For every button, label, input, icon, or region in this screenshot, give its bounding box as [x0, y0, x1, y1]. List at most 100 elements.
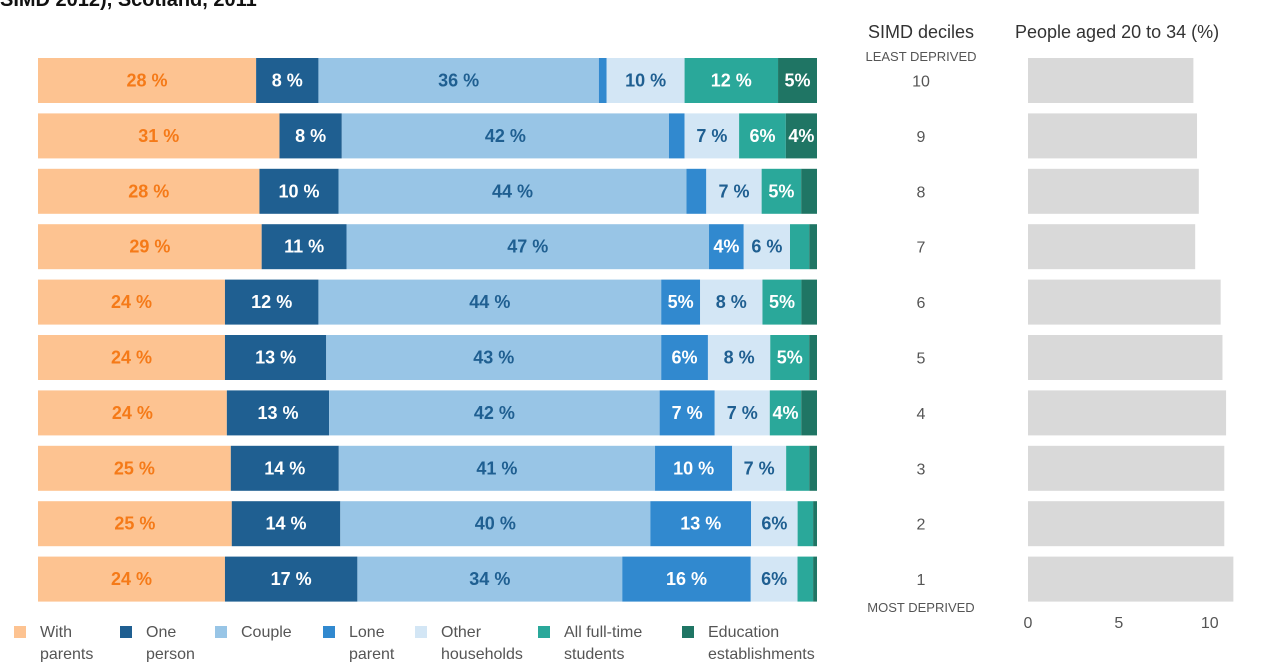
data-label-2-row-4: 44 % — [469, 292, 510, 312]
bar-segment-1-row-2 — [259, 168, 339, 214]
bar-segment-5-row-2 — [761, 168, 802, 214]
bar-segment-4-row-2 — [706, 168, 762, 214]
bar-segment-3-row-9 — [622, 556, 751, 602]
bar-segment-1-row-3 — [261, 224, 347, 270]
decile-label-1: 1 — [917, 572, 926, 589]
bar-segment-5-row-5 — [770, 335, 810, 380]
legend-label-5-line-1: students — [564, 646, 624, 662]
bar-segment-1-row-7 — [230, 445, 339, 491]
age-chart-title: People aged 20 to 34 (%) — [1015, 22, 1219, 42]
legend-swatch-0 — [14, 626, 26, 638]
data-label-1-row-2: 10 % — [278, 181, 319, 201]
age-bar-decile-9 — [1028, 113, 1198, 159]
data-label-1-row-4: 12 % — [251, 292, 292, 312]
bar-segment-5-row-7 — [786, 445, 810, 491]
legend-label-6-line-1: establishments — [708, 646, 815, 662]
data-label-2-row-5: 43 % — [473, 348, 514, 368]
bar-segment-2-row-3 — [346, 224, 710, 270]
bar-segment-2-row-9 — [357, 556, 623, 602]
bar-segment-4-row-4 — [700, 279, 763, 325]
bar-segment-3-row-3 — [709, 224, 744, 270]
data-label-0-row-4: 24 % — [111, 292, 152, 312]
bar-segment-0-row-1 — [38, 113, 280, 159]
data-label-2-row-0: 36 % — [438, 71, 479, 91]
data-label-4-row-7: 7 % — [744, 458, 775, 478]
data-label-1-row-3: 11 % — [284, 237, 324, 257]
data-label-4-row-3: 6 % — [751, 237, 782, 257]
bar-segment-3-row-0 — [598, 58, 607, 103]
decile-labels: 10 9 8 7 6 5 4 3 2 1 — [912, 74, 930, 590]
decile-label-9: 9 — [917, 129, 926, 146]
data-label-4-row-6: 7 % — [727, 403, 758, 423]
bar-segment-5-row-1 — [739, 113, 786, 159]
bar-segment-2-row-1 — [341, 113, 669, 159]
bar-segment-4-row-9 — [750, 556, 798, 602]
data-label-1-row-1: 8 % — [295, 126, 326, 146]
bar-segment-2-row-4 — [318, 279, 662, 325]
data-label-2-row-9: 34 % — [469, 569, 510, 589]
bar-segment-6-row-9 — [813, 556, 818, 602]
bar-segment-6-row-4 — [801, 279, 817, 325]
bar-segment-1-row-0 — [256, 58, 319, 103]
age-bar-chart: 0 5 10 — [1024, 58, 1234, 632]
legend-label-0-line-1: parents — [40, 646, 93, 662]
data-label-4-row-2: 7 % — [718, 181, 749, 201]
bar-segment-3-row-1 — [668, 113, 685, 159]
legend-label-3-line-1: parent — [349, 646, 395, 662]
decile-label-4: 4 — [917, 406, 926, 423]
data-label-1-row-6: 13 % — [257, 403, 298, 423]
data-label-2-row-1: 42 % — [485, 126, 526, 146]
least-deprived-label: LEAST DEPRIVED — [865, 49, 976, 64]
age-bar-decile-3 — [1028, 445, 1225, 491]
bar-segment-0-row-3 — [38, 224, 262, 270]
data-label-0-row-1: 31 % — [138, 126, 179, 146]
data-label-4-row-9: 6% — [761, 569, 787, 589]
age-bar-decile-1 — [1028, 556, 1234, 602]
data-label-4-row-5: 8 % — [724, 348, 755, 368]
data-label-4-row-1: 7 % — [696, 126, 727, 146]
data-label-6-row-0: 5% — [785, 71, 811, 91]
bar-segment-5-row-9 — [797, 556, 814, 602]
legend-label-4-line-1: households — [441, 646, 523, 662]
data-label-1-row-7: 14 % — [264, 458, 305, 478]
bar-segment-2-row-7 — [338, 445, 656, 491]
decile-label-7: 7 — [917, 240, 926, 257]
bar-segment-4-row-3 — [743, 224, 791, 270]
bar-segment-5-row-6 — [769, 390, 802, 436]
most-deprived-label: MOST DEPRIVED — [867, 600, 974, 615]
bar-segment-6-row-5 — [809, 335, 817, 380]
bar-segment-4-row-0 — [606, 58, 685, 103]
bar-segment-2-row-2 — [338, 168, 687, 214]
bar-segment-6-row-0 — [778, 58, 817, 103]
age-bar-decile-2 — [1028, 501, 1225, 547]
age-bar-decile-4 — [1028, 390, 1227, 436]
bar-segment-0-row-0 — [38, 58, 257, 103]
bar-segment-3-row-2 — [686, 168, 707, 214]
data-label-2-row-2: 44 % — [492, 181, 533, 201]
data-label-5-row-1: 6% — [749, 126, 775, 146]
age-bar-decile-5 — [1028, 335, 1223, 380]
bar-segment-0-row-7 — [38, 445, 231, 491]
data-label-3-row-6: 7 % — [672, 403, 703, 423]
bar-segment-4-row-1 — [684, 113, 740, 159]
bar-segment-4-row-7 — [732, 445, 787, 491]
data-label-3-row-9: 16 % — [666, 569, 707, 589]
decile-label-2: 2 — [917, 517, 926, 534]
age-bar-decile-8 — [1028, 168, 1199, 214]
bar-segment-4-row-6 — [714, 390, 770, 436]
bar-segment-6-row-3 — [809, 224, 817, 270]
legend-label-6-line-0: Education — [708, 624, 779, 641]
bar-segment-6-row-6 — [801, 390, 817, 436]
data-label-0-row-6: 24 % — [112, 403, 153, 423]
legend-label-5-line-0: All full-time — [564, 624, 642, 641]
bar-segment-0-row-6 — [38, 390, 227, 436]
age-bar-decile-10 — [1028, 58, 1194, 103]
data-label-4-row-4: 8 % — [716, 292, 747, 312]
legend-label-1-line-1: person — [146, 646, 195, 662]
bar-segment-1-row-6 — [226, 390, 330, 436]
bar-segment-5-row-8 — [797, 501, 814, 547]
data-label-1-row-0: 8 % — [272, 71, 303, 91]
data-label-4-row-0: 10 % — [625, 71, 666, 91]
bar-segment-0-row-2 — [38, 168, 260, 214]
data-label-5-row-6: 4% — [773, 403, 799, 423]
